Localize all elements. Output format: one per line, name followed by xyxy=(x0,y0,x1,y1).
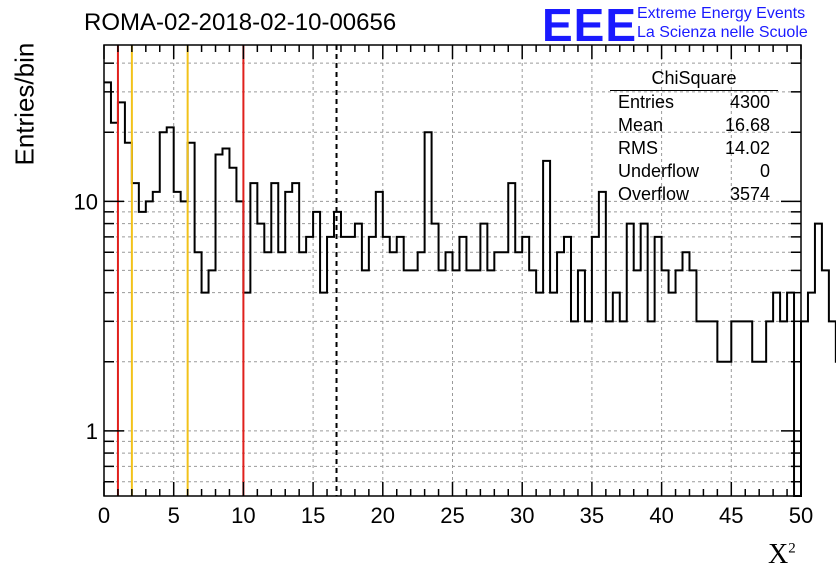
stats-label: Entries xyxy=(618,92,675,112)
axes-layer: 0 5 10 15 20 25 30 35 40 45 50 1 10 xyxy=(74,44,813,528)
stats-label: RMS xyxy=(618,138,658,158)
reference-lines xyxy=(116,45,338,496)
x-tick-label: 0 xyxy=(98,503,110,528)
plot-title: ROMA-02-2018-02-10-00656 xyxy=(84,9,397,36)
x-tick-label: 45 xyxy=(719,503,743,528)
stats-value: 4300 xyxy=(729,92,770,112)
y-tick-label: 10 xyxy=(74,189,98,214)
x-tick-label: 25 xyxy=(440,503,464,528)
y-tick-label: 1 xyxy=(86,419,98,444)
stats-label: Overflow xyxy=(618,184,690,204)
stats-value: 16.68 xyxy=(724,115,770,135)
eee-logo: EEE xyxy=(542,0,638,51)
stats-row-mean: Mean 16.68 xyxy=(610,114,778,137)
stats-box-title: ChiSquare xyxy=(610,66,778,91)
stats-value: 14.02 xyxy=(724,138,770,158)
stats-value: 0 xyxy=(759,161,770,181)
stats-value: 3574 xyxy=(729,184,770,204)
stats-row-underflow: Underflow 0 xyxy=(610,160,778,183)
x-tick-label: 5 xyxy=(168,503,180,528)
grid-layer xyxy=(104,45,801,496)
stats-row-entries: Entries 4300 xyxy=(610,91,778,114)
x-axis-label-exponent: 2 xyxy=(788,540,796,557)
x-tick-label: 15 xyxy=(301,503,325,528)
x-axis-label-base: X xyxy=(768,539,789,570)
logo-text-line-1: Extreme Energy Events xyxy=(637,5,806,22)
x-tick-label: 40 xyxy=(649,503,673,528)
x-tick-label: 10 xyxy=(231,503,255,528)
x-tick-label: 30 xyxy=(510,503,534,528)
logo-text-line-2: La Scienza nelle Scuole xyxy=(637,24,808,41)
stats-row-overflow: Overflow 3574 xyxy=(610,183,778,206)
x-tick-label: 20 xyxy=(371,503,395,528)
x-tick-label: 35 xyxy=(580,503,604,528)
x-tick-label: 50 xyxy=(789,503,813,528)
stats-box: ChiSquare Entries 4300 Mean 16.68 RMS 14.02… xyxy=(610,66,778,206)
stats-label: Mean xyxy=(618,115,664,135)
y-axis-label: Entries/bin xyxy=(9,42,40,166)
stats-label: Underflow xyxy=(618,161,700,181)
stats-row-rms: RMS 14.02 xyxy=(610,137,778,160)
x-axis-label: X2 xyxy=(768,539,796,571)
